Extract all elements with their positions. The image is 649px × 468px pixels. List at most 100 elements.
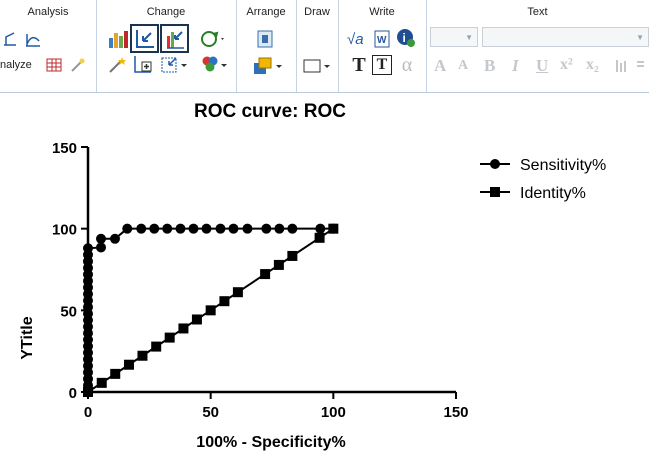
bold-button[interactable]: B (484, 56, 496, 75)
equation-icon[interactable]: √a (346, 28, 370, 50)
rectangle-icon[interactable] (300, 55, 334, 77)
x-axis-label: 100% - Specificity% (196, 434, 345, 451)
x-tick-label: 150 (443, 404, 468, 421)
color-bars-icon[interactable] (160, 24, 189, 53)
analyze-label: nalyze (0, 59, 32, 71)
data-point (96, 242, 107, 253)
data-point (136, 223, 147, 234)
subscript-button[interactable]: x₂ (586, 56, 599, 73)
data-point (287, 223, 298, 234)
more-options-icon[interactable] (634, 56, 648, 76)
y-tick-label: 0 (69, 385, 77, 402)
axis-in-icon[interactable] (130, 24, 159, 53)
data-point (261, 223, 272, 234)
data-point (205, 305, 216, 316)
data-point (164, 332, 175, 343)
wizard-icon[interactable] (106, 54, 128, 76)
draw-group: Draw (296, 0, 339, 92)
decrease-font-button[interactable]: A (458, 58, 469, 73)
y-tick-label: 150 (52, 140, 77, 157)
data-point (260, 269, 271, 280)
write-group-title: Write (369, 6, 395, 18)
arrange-group-title: Arrange (246, 6, 286, 18)
graph-options-icon[interactable] (158, 54, 190, 76)
analysis-group-title: Analysis (27, 6, 69, 18)
add-data-icon[interactable] (132, 54, 154, 76)
svg-text:W: W (377, 35, 387, 46)
y-axis-label: YTitle (19, 316, 36, 359)
data-point (232, 287, 243, 298)
chevron-down-icon: ▼ (636, 33, 644, 42)
text-box-button[interactable]: T (372, 55, 392, 75)
data-point (83, 243, 93, 254)
legend-label: Sensitivity% (520, 157, 606, 174)
align-icon[interactable] (614, 56, 632, 76)
svg-text:i: i (403, 31, 406, 45)
chart-title: ROC curve: ROC (194, 101, 346, 122)
y-tick-label: 50 (60, 303, 77, 320)
italic-button[interactable]: I (512, 56, 519, 75)
font-family-dropdown[interactable]: ▼ (482, 27, 649, 47)
bar-chart-icon[interactable] (106, 27, 130, 51)
word-icon[interactable]: W (372, 28, 392, 50)
x-tick-label: 0 (84, 404, 92, 421)
color-scheme-icon[interactable] (198, 54, 230, 76)
legend-label: Identity% (520, 185, 586, 202)
xy-analysis-icon[interactable] (2, 30, 20, 50)
underline-button[interactable]: U (536, 56, 549, 75)
data-point (162, 223, 173, 234)
data-point (315, 223, 326, 234)
text-tool-button[interactable]: T (352, 53, 366, 76)
chevron-down-icon: ▼ (465, 33, 473, 42)
roc-chart: ROC curve: ROC 100% - Specificity% YTitl… (0, 92, 649, 463)
data-point (96, 233, 107, 244)
data-point (314, 232, 325, 243)
arrange-group: Arrange (236, 0, 297, 92)
superscript-button[interactable]: x² (560, 56, 573, 73)
curve-fit-icon[interactable] (24, 30, 42, 50)
data-point (122, 223, 133, 234)
data-point (175, 223, 186, 234)
data-point (123, 359, 134, 370)
data-point (191, 314, 202, 325)
data-point (178, 323, 189, 334)
data-point (96, 377, 107, 388)
text-group-title: Text (527, 6, 548, 18)
data-point (151, 341, 162, 352)
rotate-icon[interactable] (198, 28, 228, 50)
y-tick-label: 100 (52, 222, 77, 239)
toolbar-ribbon: Analysis nalyze Change (0, 0, 649, 93)
data-point (228, 223, 239, 234)
data-point (215, 223, 226, 234)
x-tick-label: 50 (202, 404, 219, 421)
data-point (110, 368, 121, 379)
data-point (242, 223, 253, 234)
data-point (287, 250, 298, 261)
legend: Sensitivity% Identity% (480, 157, 606, 202)
text-group: Text ▼ ▼ A A B I U x² x₂ (426, 0, 649, 92)
table-analysis-icon[interactable] (44, 55, 64, 75)
greek-symbol-button[interactable]: α (401, 53, 413, 76)
arrange-icon[interactable] (250, 55, 284, 77)
data-point (201, 223, 212, 234)
data-point (328, 223, 339, 234)
data-point (219, 296, 230, 307)
write-group: Write √a W i T T α (338, 0, 427, 92)
magic-wand-icon[interactable] (68, 55, 88, 75)
analyze-button[interactable]: nalyze (0, 55, 44, 75)
page-icon[interactable] (254, 28, 276, 50)
chart-canvas: ROC curve: ROC 100% - Specificity% YTitl… (19, 101, 606, 451)
font-size-dropdown[interactable]: ▼ (430, 27, 478, 47)
data-point (109, 233, 120, 244)
data-point (149, 223, 160, 234)
plot-area: 0 50 100 150 0 50 100 150 (52, 140, 469, 421)
data-point (83, 387, 93, 397)
change-group-title: Change (146, 6, 186, 18)
data-point (273, 259, 284, 270)
analysis-group: Analysis nalyze (0, 0, 97, 92)
increase-font-button[interactable]: A (434, 56, 447, 75)
info-icon[interactable]: i (394, 26, 418, 50)
data-point (274, 223, 285, 234)
legend-marker (490, 159, 500, 169)
draw-group-title: Draw (304, 6, 330, 18)
